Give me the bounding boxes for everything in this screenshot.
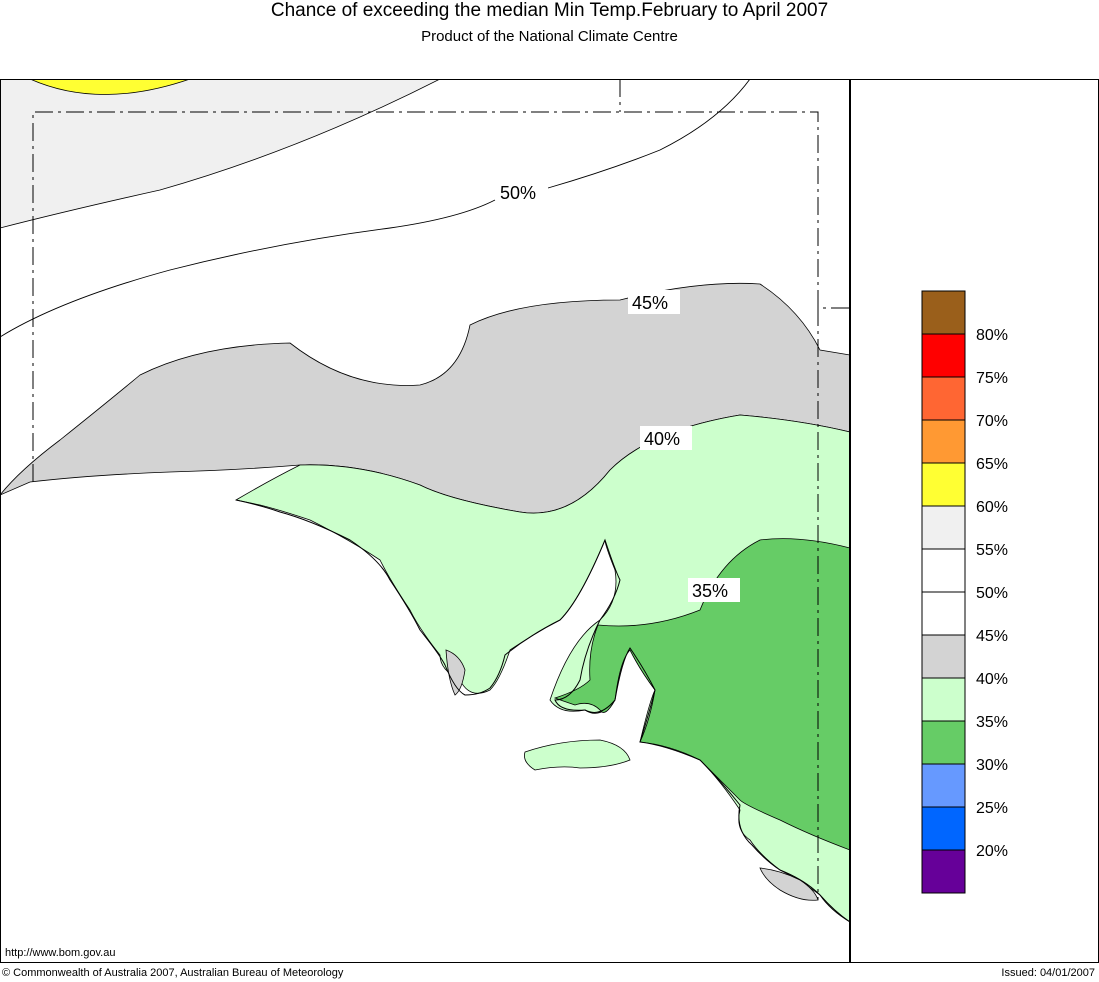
legend-label: 65% [976,456,1008,473]
copyright-notice: © Commonwealth of Australia 2007, Austra… [2,967,344,979]
legend: 80% 75% 70% 65% 60% 55% 50% 45% 40% 35% 30% 25% 20% [921,290,1008,894]
contour-label-50: 50% [500,183,536,203]
legend-swatch [921,591,966,636]
legend-frame [850,79,1099,963]
legend-swatch [921,806,966,851]
contour-50-line [0,79,751,338]
legend-label: 75% [976,370,1008,387]
legend-swatch [921,849,966,894]
legend-label: 60% [976,499,1008,516]
map-subtitle: Product of the National Climate Centre [421,28,678,45]
legend-swatch [921,333,966,378]
region-55-60 [0,79,441,229]
legend-swatch [921,419,966,464]
kangaroo-island [524,739,631,771]
legend-label: 80% [976,327,1008,344]
legend-swatch [921,720,966,765]
legend-label: 40% [976,671,1008,688]
legend-label: 45% [976,628,1008,645]
legend-label: 70% [976,413,1008,430]
contour-label-40: 40% [644,429,680,449]
legend-swatch [921,677,966,722]
state-border [32,79,850,900]
legend-label: 55% [976,542,1008,559]
legend-label: 20% [976,843,1008,860]
legend-label: 30% [976,757,1008,774]
issued-date: Issued: 04/01/2007 [1001,967,1095,979]
source-url: http://www.bom.gov.au [5,947,116,959]
legend-swatch [921,548,966,593]
legend-swatch [921,505,966,550]
region-above-60 [29,79,191,95]
legend-swatch [921,763,966,808]
map-title: Chance of exceeding the median Min Temp.… [270,0,829,21]
legend-swatch [921,634,966,679]
contour-label-35: 35% [692,581,728,601]
map-area [0,79,850,923]
legend-label: 25% [976,800,1008,817]
region-40-45-west [445,649,466,696]
legend-swatch [921,462,966,507]
legend-swatch [921,376,966,421]
contour-labels: 50% 45% 40% 35% [496,180,740,602]
legend-swatch [921,290,966,335]
legend-label: 50% [976,585,1008,602]
coastline [235,499,850,923]
contour-label-45: 45% [632,293,668,313]
legend-label: 35% [976,714,1008,731]
map-frame [0,79,850,963]
